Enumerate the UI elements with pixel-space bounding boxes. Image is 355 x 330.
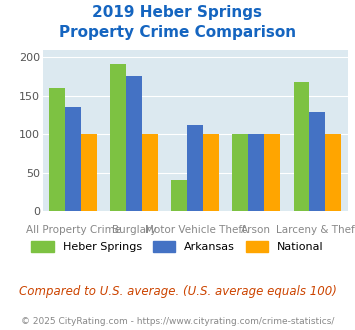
Legend: Heber Springs, Arkansas, National: Heber Springs, Arkansas, National [27, 237, 328, 257]
Bar [171, 181, 187, 211]
Bar [233, 134, 248, 211]
Text: Arson: Arson [241, 225, 271, 235]
Bar [264, 134, 280, 211]
Bar [126, 76, 142, 211]
Bar [310, 112, 325, 211]
Bar [65, 107, 81, 211]
Bar [294, 82, 310, 211]
Text: All Property Crime: All Property Crime [26, 225, 121, 235]
Text: 2019 Heber Springs: 2019 Heber Springs [93, 5, 262, 20]
Text: Motor Vehicle Theft: Motor Vehicle Theft [145, 225, 246, 235]
Bar [187, 125, 203, 211]
Bar [110, 64, 126, 211]
Bar [203, 134, 219, 211]
Text: © 2025 CityRating.com - https://www.cityrating.com/crime-statistics/: © 2025 CityRating.com - https://www.city… [21, 317, 334, 326]
Bar [81, 134, 97, 211]
Bar [142, 134, 158, 211]
Bar [49, 88, 65, 211]
Text: Larceny & Theft: Larceny & Theft [276, 225, 355, 235]
Text: Property Crime Comparison: Property Crime Comparison [59, 25, 296, 40]
Bar [325, 134, 341, 211]
Text: Burglary: Burglary [112, 225, 157, 235]
Bar [248, 134, 264, 211]
Text: Compared to U.S. average. (U.S. average equals 100): Compared to U.S. average. (U.S. average … [18, 285, 337, 298]
